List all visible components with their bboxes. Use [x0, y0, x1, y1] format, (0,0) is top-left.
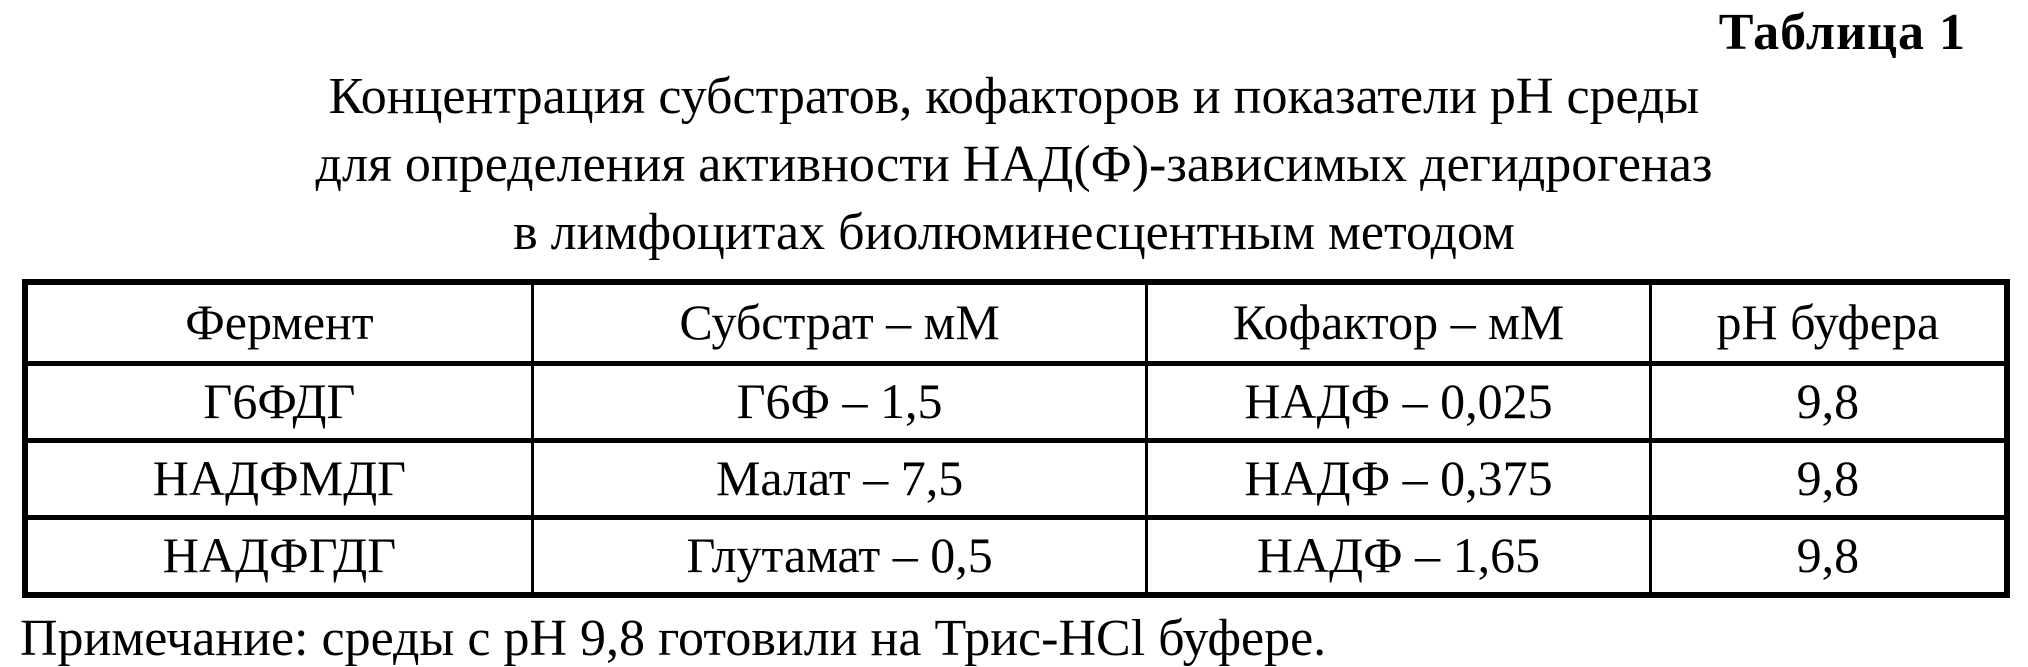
enzyme-assay-table: Фермент Субстрат – мМ Кофактор – мМ pH б…	[22, 279, 2010, 599]
table-row: НАДФГДГ Глутамат – 0,5 НАДФ – 1,65 9,8	[23, 515, 2009, 598]
scanned-paper-page: Таблица 1 Концентрация субстратов, кофак…	[0, 4, 2028, 667]
cell-ph: 9,8	[1648, 438, 2009, 521]
header-cofactor: Кофактор – мМ	[1145, 279, 1652, 367]
cell-cofactor: НАДФ – 1,65	[1145, 515, 1652, 598]
table-number-heading: Таблица 1	[1718, 4, 1966, 61]
header-substrate: Субстрат – мМ	[530, 279, 1149, 367]
table-row: НАДФМДГ Малат – 7,5 НАДФ – 0,375 9,8	[23, 438, 2009, 521]
header-ph-buffer: pH буфера	[1648, 279, 2009, 367]
table-header-row: Фермент Субстрат – мМ Кофактор – мМ pH б…	[23, 279, 2009, 367]
cell-substrate: Глутамат – 0,5	[530, 515, 1149, 598]
caption-line-1: Концентрация субстратов, кофакторов и по…	[328, 68, 1700, 126]
cell-enzyme: Г6ФДГ	[23, 361, 534, 444]
cell-cofactor: НАДФ – 0,375	[1145, 438, 1652, 521]
table-footnote: Примечание: среды с pH 9,8 готовили на Т…	[20, 610, 1327, 667]
cell-enzyme: НАДФМДГ	[23, 438, 534, 521]
cell-substrate: Малат – 7,5	[530, 438, 1149, 521]
cell-enzyme: НАДФГДГ	[23, 515, 534, 598]
table-row: Г6ФДГ Г6Ф – 1,5 НАДФ – 0,025 9,8	[23, 361, 2009, 444]
table-caption: Концентрация субстратов, кофакторов и по…	[0, 63, 2028, 267]
caption-line-3: в лимфоцитах биолюминесцентным методом	[513, 204, 1515, 262]
cell-cofactor: НАДФ – 0,025	[1145, 361, 1652, 444]
caption-line-2: для определения активности НАД(Ф)-зависи…	[315, 136, 1713, 194]
cell-ph: 9,8	[1648, 361, 2009, 444]
header-enzyme: Фермент	[23, 279, 534, 367]
cell-substrate: Г6Ф – 1,5	[530, 361, 1149, 444]
cell-ph: 9,8	[1648, 515, 2009, 598]
